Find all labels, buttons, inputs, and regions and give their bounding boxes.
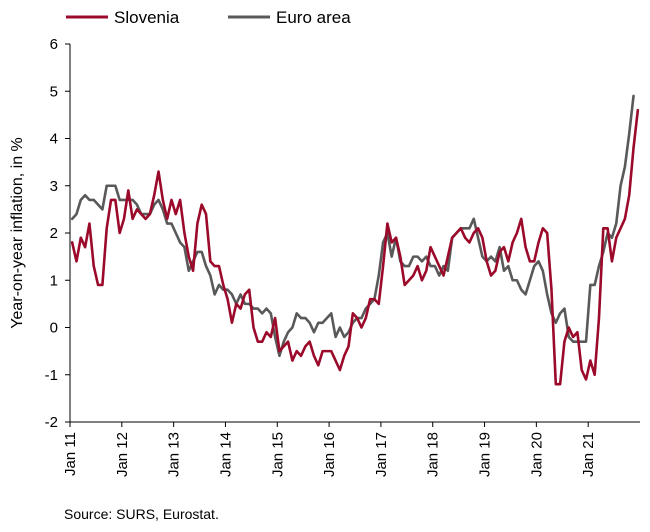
x-tick-label: Jan 15 [269,432,286,477]
axes: -2 -1 0 1 2 3 4 5 6 Jan 11 Jan 12 Jan 13 Jan 14 Jan 1… [45,36,640,477]
y-tick-label: 2 [50,225,58,242]
y-axis-title: Year-on-year inflation, in % [9,137,26,329]
x-tick-label: Jan 16 [321,432,338,477]
y-tick-label: 3 [50,178,58,195]
y-tick-label: 0 [50,320,58,337]
x-tick-label: Jan 18 [425,432,442,477]
legend-label-slovenia: Slovenia [114,8,180,27]
y-tick-label: -2 [45,414,58,431]
series-lines [70,94,640,386]
x-tick-label: Jan 14 [217,432,234,477]
x-tick-label: Jan 19 [477,432,494,477]
series-line-slovenia [70,108,640,386]
y-tick-label: 4 [50,131,58,148]
legend-label-euro-area: Euro area [276,8,351,27]
y-tick-label: 6 [50,36,58,53]
y-tick-label: 1 [50,272,58,289]
source-note: Source: SURS, Eurostat. [64,506,219,522]
y-tick-label: -1 [45,367,58,384]
x-tick-label: Jan 21 [580,432,597,477]
x-tick-label: Jan 13 [166,432,183,477]
x-tick-label: Jan 20 [528,432,545,477]
x-tick-label: Jan 12 [114,432,131,477]
legend: Slovenia Euro area [66,8,351,27]
y-tick-label: 5 [50,83,58,100]
x-tick-label: Jan 17 [373,432,390,477]
x-tick-label: Jan 11 [62,432,79,476]
